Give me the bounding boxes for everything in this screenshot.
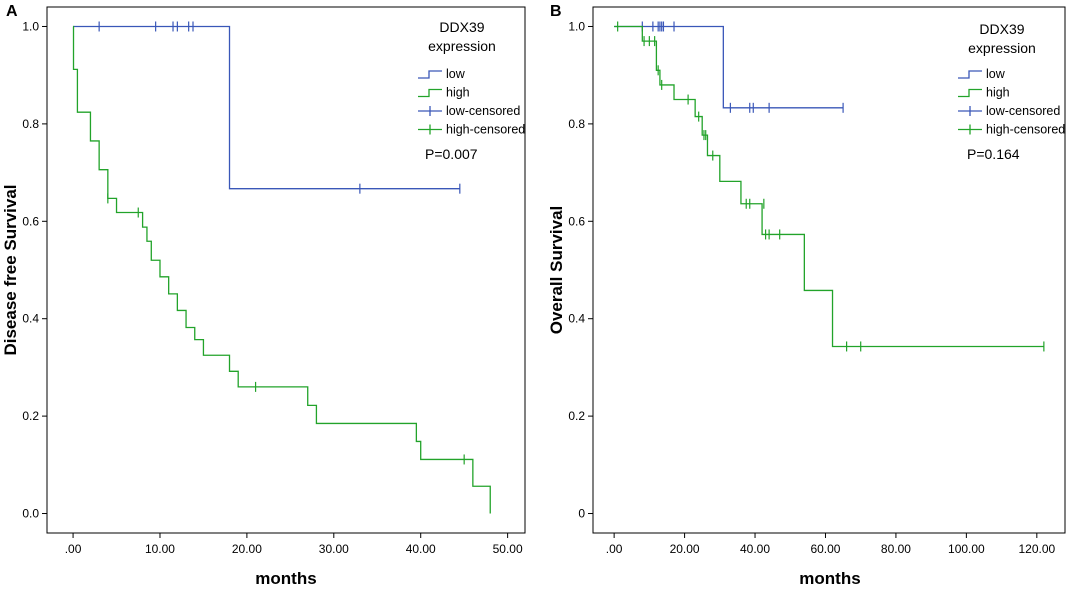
panel-a-y-tick-label: 0.8	[22, 117, 39, 131]
panel-a-curves	[72, 21, 491, 514]
panel-a-plot-frame	[46, 6, 526, 534]
panel-b-legend-items: low high low-censored high-censored	[958, 67, 1065, 137]
panel-a-ticks: .00 10.00 20.00 30.00 40.00 50.00 0.0 0.2 0.4 0.6…	[22, 19, 523, 556]
panel-a-y-tick-label: 0.4	[22, 312, 39, 326]
panel-a-letter: A	[6, 3, 18, 20]
panel-b-y-tick-label: 1.0	[568, 19, 585, 33]
panel-a-legend-title-line2: expression	[428, 38, 496, 54]
panel-a-legend-label-low: low	[446, 67, 466, 81]
panel-b-legend-label-low-censored: low-censored	[986, 104, 1060, 118]
panel-a-curve-high	[72, 25, 491, 514]
panel-b-legend-swatch-low	[958, 70, 982, 79]
panel-b-legend-label-low: low	[986, 67, 1006, 81]
panel-a-legend-items: low high low-censored high-censored	[418, 67, 525, 137]
panel-a-legend-title-line1: DDX39	[439, 19, 484, 35]
panel-b-p-value: P=0.164	[967, 146, 1020, 162]
panel-a-legend: DDX39 expression low high low-censored high…	[418, 19, 525, 162]
panel-a-legend-label-high-censored: high-censored	[446, 123, 525, 137]
panel-b-y-tick-label: 0	[578, 507, 585, 521]
panel-b-x-tick-label: 40.00	[740, 542, 770, 556]
panel-a-y-tick-label: 0.0	[22, 507, 39, 521]
panel-b-x-tick-label: 20.00	[670, 542, 700, 556]
panel-b-legend-swatch-high	[958, 88, 982, 98]
panel-b-x-tick-label: 80.00	[881, 542, 911, 556]
panel-b-legend: DDX39 expression low high low-censored high…	[958, 21, 1065, 162]
panel-a-curve-low	[73, 25, 460, 190]
panel-a-y-tick-label: 0.2	[22, 409, 39, 423]
panel-b-y-tick-label: 0.4	[568, 312, 585, 326]
panel-b-letter: B	[550, 3, 562, 20]
panel-b-ticks: .00 20.00 40.00 60.00 80.00 100.00 120.00 0 0.2 0…	[568, 19, 1055, 556]
panel-a-y-tick-label: 0.6	[22, 214, 39, 228]
panel-a-x-tick-label: 40.00	[406, 542, 436, 556]
panel-b-y-tick-label: 0.8	[568, 117, 585, 131]
panel-b-legend-title-line2: expression	[968, 40, 1036, 56]
panel-a-y-tick-label: 1.0	[22, 19, 39, 33]
panel-b-x-tick-label: .00	[606, 542, 623, 556]
panel-b-curves	[614, 21, 1045, 352]
panel-a-legend-swatch-low	[418, 70, 442, 79]
panel-b-plot-frame	[592, 6, 1066, 534]
panel-a-x-tick-label: 30.00	[319, 542, 349, 556]
panel-a-x-tick-label: .00	[65, 542, 82, 556]
panel-b-x-tick-label: 60.00	[810, 542, 840, 556]
panel-a-x-axis-title: months	[255, 569, 316, 588]
panel-a-x-tick-label: 20.00	[232, 542, 262, 556]
panel-b-y-tick-label: 0.2	[568, 409, 585, 423]
panel-b-legend-title-line1: DDX39	[979, 21, 1024, 37]
panel-b-y-tick-label: 0.6	[568, 214, 585, 228]
panel-a-legend-label-low-censored: low-censored	[446, 104, 520, 118]
panel-b-curve-high	[614, 25, 1044, 348]
panel-b-legend-label-high: high	[986, 86, 1010, 100]
panel-a-y-axis-title: Disease free Survival	[1, 184, 20, 355]
panel-a-legend-label-high: high	[446, 86, 470, 100]
panel-b-legend-label-high-censored: high-censored	[986, 123, 1065, 137]
panel-b-chart: B Overall Survival months .00 20.00 40.00 6…	[547, 3, 1066, 588]
panel-b-y-axis-title: Overall Survival	[547, 206, 566, 335]
panel-a-x-tick-label: 50.00	[493, 542, 523, 556]
panel-b-x-axis-title: months	[799, 569, 860, 588]
panel-a-x-tick-label: 10.00	[145, 542, 175, 556]
panel-b-curve-low	[614, 25, 844, 109]
panel-a-p-value: P=0.007	[425, 146, 478, 162]
panel-b-x-tick-label: 100.00	[948, 542, 985, 556]
panel-a-chart: A Disease free Survival months .00 10.00 2…	[1, 3, 526, 588]
panel-a-legend-swatch-high	[418, 88, 442, 98]
panel-b-x-tick-label: 120.00	[1018, 542, 1055, 556]
